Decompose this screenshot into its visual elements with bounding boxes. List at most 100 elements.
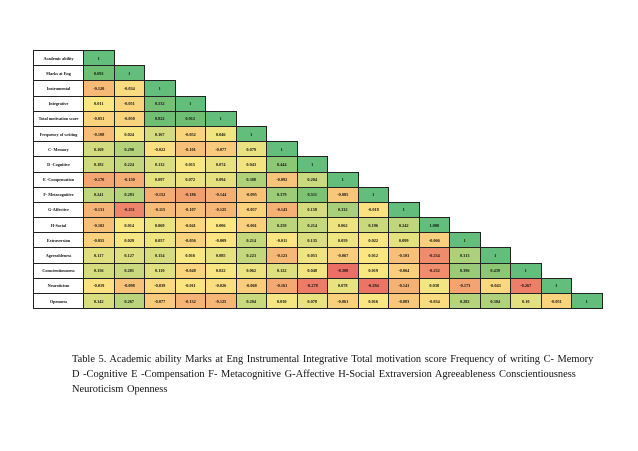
correlation-cell: 0.127	[113, 247, 145, 264]
correlation-cell: -0.077	[144, 292, 176, 310]
correlation-cell: 1	[266, 141, 298, 158]
correlation-cell: -0.098	[113, 277, 145, 295]
correlation-cell: -0.019	[83, 277, 115, 295]
correlation-cell: 0.379	[266, 186, 298, 203]
table-row: Frequency of writing -0.108 0.024 0.167 -0.0…	[33, 125, 603, 143]
correlation-cell: 0.053	[296, 247, 328, 264]
correlation-cell: 0.10	[510, 292, 542, 310]
correlation-cell: 1	[479, 247, 511, 264]
correlation-cell: 0.132	[144, 156, 176, 173]
table-row: D -Cognitive 0.182 0.224 0.132 0.015 0.074 0.0…	[33, 156, 603, 173]
correlation-cell: 0.692	[83, 65, 115, 82]
correlation-cell: 0.062	[235, 262, 267, 279]
correlation-cell: 0.016	[357, 292, 389, 310]
correlation-cell: 0.072	[174, 171, 206, 188]
correlation-cell: 0.011	[83, 95, 115, 112]
correlation-cell: 0.214	[235, 232, 267, 249]
correlation-cell: -0.061	[235, 217, 267, 234]
correlation-cell: -0.039	[144, 277, 176, 295]
correlation-cell: -0.232	[418, 262, 450, 279]
correlation-cell: 0.196	[357, 217, 389, 234]
correlation-cell: 0.241	[83, 186, 115, 203]
row-label: Openness	[33, 292, 84, 310]
correlation-cell: -0.055	[83, 232, 115, 249]
correlation-cell: 1	[235, 125, 267, 143]
correlation-cell: 0.396	[449, 262, 481, 279]
correlation-cell: 0.439	[479, 262, 511, 279]
correlation-cell: 1	[144, 80, 176, 97]
correlation-cell: 0.822	[144, 110, 176, 127]
correlation-cell: 0.283	[113, 186, 145, 203]
correlation-cell: -0.051	[540, 292, 572, 310]
row-label: Academic ability	[33, 49, 84, 67]
correlation-cell: -0.085	[327, 186, 359, 203]
row-label: E -Compensation	[33, 171, 84, 188]
correlation-cell: -0.092	[266, 171, 298, 188]
correlation-cell: -0.125	[205, 201, 237, 219]
correlation-cell: 1	[296, 156, 328, 173]
correlation-cell: 0.444	[266, 156, 298, 173]
row-label: Instrumental	[33, 80, 84, 97]
correlation-cell: 0.290	[113, 141, 145, 158]
correlation-cell: -0.101	[174, 141, 206, 158]
correlation-cell: -0.083	[388, 292, 420, 310]
correlation-cell: 0.030	[266, 292, 298, 310]
correlation-cell: -0.066	[418, 232, 450, 249]
correlation-cell: -0.115	[144, 201, 176, 219]
correlation-cell: 0.204	[235, 292, 267, 310]
table-row: Openness 0.142 0.267 -0.077 -0.132 -0.125 0.20…	[33, 292, 603, 310]
correlation-cell: 0.012	[357, 247, 389, 264]
correlation-cell: 0.122	[266, 262, 298, 279]
correlation-cell: -0.064	[388, 262, 420, 279]
correlation-cell: 0.169	[83, 141, 115, 158]
correlation-cell: -0.050	[113, 110, 145, 127]
table-row: Conscientiousness 0.156 0.201 0.110 -0.048 0.…	[33, 262, 603, 279]
correlation-cell: -0.123	[266, 247, 298, 264]
correlation-cell: 0.214	[296, 217, 328, 234]
row-label: H-Social	[33, 217, 84, 234]
correlation-cell: -0.068	[235, 277, 267, 295]
table-row: Instrumental -0.120 -0.034 1	[33, 80, 603, 97]
table-row: Neuroticism -0.019 -0.098 -0.039 -0.011 -0.02…	[33, 277, 603, 295]
correlation-cell: -0.052	[174, 125, 206, 143]
correlation-cell: -0.041	[174, 217, 206, 234]
correlation-cell: -0.173	[449, 277, 481, 295]
correlation-cell: -0.026	[205, 277, 237, 295]
correlation-cell: -0.022	[144, 141, 176, 158]
correlation-cell: 0.167	[144, 125, 176, 143]
table-row: Marks at Eng 0.692 1	[33, 65, 603, 82]
row-label: Conscientiousness	[33, 262, 84, 279]
row-label: Total motivation score	[33, 110, 84, 127]
correlation-cell: -0.132	[174, 292, 206, 310]
correlation-cell: 1	[357, 186, 389, 203]
correlation-cell: 0.182	[83, 156, 115, 173]
correlation-cell: -0.043	[479, 277, 511, 295]
table-row: H-Social -0.102 0.014 0.069 -0.041 0.006 -0.06…	[33, 217, 603, 234]
correlation-cell: 0.135	[296, 232, 328, 249]
correlation-cell: -0.057	[235, 201, 267, 219]
correlation-cell: -0.161	[266, 277, 298, 295]
correlation-cell: 0.224	[113, 156, 145, 173]
correlation-cell: -0.120	[83, 80, 115, 97]
correlation-cell: 0.142	[83, 292, 115, 310]
correlation-cell: 0.046	[205, 125, 237, 143]
correlation-cell: -0.308	[327, 262, 359, 279]
correlation-cell: -0.051	[113, 95, 145, 112]
correlation-table: Academic ability 1 Marks at Eng 0.692 1 Instr…	[33, 49, 603, 310]
correlation-cell: -0.018	[357, 201, 389, 219]
correlation-cell: 0.019	[357, 262, 389, 279]
correlation-cell: 0.201	[113, 262, 145, 279]
correlation-cell: -0.095	[235, 186, 267, 203]
correlation-cell: -0.141	[388, 277, 420, 295]
correlation-cell: -0.267	[510, 277, 542, 295]
correlation-cell: 0.029	[113, 232, 145, 249]
row-label: D -Cognitive	[33, 156, 84, 173]
correlation-cell: -0.061	[327, 292, 359, 310]
correlation-cell: -0.152	[144, 186, 176, 203]
correlation-cell: 0.014	[113, 217, 145, 234]
correlation-cell: -0.251	[113, 201, 145, 219]
correlation-cell: 0.048	[296, 262, 328, 279]
table-caption: Table 5. Academic ability Marks at Eng I…	[72, 354, 594, 395]
table-row: C- Memory 0.169 0.290 -0.022 -0.101 -0.077 0.0…	[33, 141, 603, 158]
correlation-cell: -0.048	[174, 262, 206, 279]
